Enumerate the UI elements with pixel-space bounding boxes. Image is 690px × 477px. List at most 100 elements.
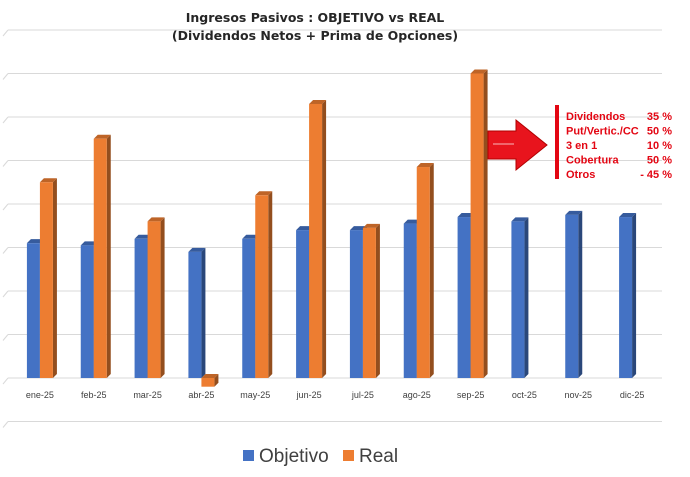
bar-side [214, 374, 219, 387]
bar-front [457, 217, 471, 378]
gridline-tick [2, 290, 9, 298]
bar-side [160, 217, 165, 378]
bar-side [268, 191, 273, 378]
gridlines [2, 29, 662, 428]
bar-real-abr-25 [201, 374, 219, 387]
bar-real-may-25 [255, 191, 273, 378]
gridline-tick [2, 73, 9, 80]
gridline-tick [2, 116, 9, 124]
bar-front [80, 245, 94, 378]
bar-top [255, 191, 273, 196]
bar-top [619, 213, 637, 218]
bar-front [470, 73, 484, 378]
x-tick-label: ago-25 [403, 390, 431, 400]
bar-real-ago-25 [416, 163, 434, 378]
x-tick-labels: ene-25 feb-25 mar-25 abr-25 may-25 jun-25 jul-… [26, 390, 644, 400]
annotation-value: 10 % [647, 140, 672, 152]
annotation-value: 35 % [647, 111, 672, 123]
bar-top [242, 234, 260, 239]
bar-objetivo-abr-25 [188, 247, 206, 378]
x-tick-label: ene-25 [26, 390, 54, 400]
x-tick-label: sep-25 [457, 390, 485, 400]
bar-front [188, 251, 202, 378]
annotation-bar [555, 105, 559, 179]
chart-subtitle: (Dividendos Netos + Prima de Opciones) [172, 28, 458, 43]
legend-label-objetivo: Objetivo [259, 446, 329, 467]
bar-top [403, 219, 421, 224]
bar-front [147, 221, 161, 378]
bar-top [26, 239, 44, 244]
gridline-tick [2, 421, 9, 428]
bar-side [524, 217, 529, 378]
gridline-tick [2, 29, 9, 37]
bar-real-mar-25 [147, 217, 165, 378]
bar-front [362, 227, 376, 378]
bar-front [511, 221, 525, 378]
bar-top [296, 226, 314, 231]
bar-objetivo-nov-25 [565, 210, 583, 378]
legend: Objetivo Real [243, 446, 398, 467]
legend-swatch-objetivo [243, 450, 254, 461]
bar-side [322, 99, 327, 378]
bar-front [296, 230, 310, 378]
bar-front [403, 223, 417, 378]
bar-top [147, 217, 165, 222]
bar-top [80, 241, 98, 246]
bar-front [134, 238, 148, 378]
red-arrow-icon [487, 118, 548, 172]
bar-side [578, 210, 583, 378]
bar-real-sep-25 [470, 69, 488, 378]
x-tick-label: jul-25 [351, 390, 374, 400]
bar-front [349, 230, 363, 378]
x-tick-label: mar-25 [133, 390, 162, 400]
bar-top [511, 217, 529, 222]
annotation-label: Dividendos [566, 111, 625, 123]
bar-side [106, 134, 111, 378]
bar-side [483, 69, 488, 378]
annotation-label: Cobertura [566, 155, 619, 167]
bar-top [362, 223, 380, 228]
legend-swatch-real [343, 450, 354, 461]
bar-top [349, 226, 367, 231]
chart-title: Ingresos Pasivos : OBJETIVO vs REAL [186, 10, 445, 25]
x-tick-label: oct-25 [512, 390, 537, 400]
x-tick-label: may-25 [240, 390, 270, 400]
bar-top [39, 178, 57, 183]
bar-real-ene-25 [39, 178, 57, 378]
bar-top [201, 374, 219, 378]
bar-side [632, 213, 637, 378]
bar-front [619, 217, 633, 378]
bar-front [26, 243, 40, 378]
gridline-tick [2, 247, 9, 254]
bar-real-jul-25 [362, 223, 380, 378]
gridline-tick [2, 160, 9, 167]
bar-top [457, 213, 475, 218]
bar-front [416, 167, 430, 378]
bar-front [39, 182, 53, 378]
bar-front [201, 378, 215, 387]
bar-objetivo-dic-25 [619, 213, 637, 378]
bar-side [375, 223, 380, 378]
gridline-tick [2, 377, 9, 385]
bar-real-feb-25 [93, 134, 111, 378]
bar-front [309, 103, 323, 378]
bar-real-jun-25 [309, 99, 327, 378]
bar-side [52, 178, 57, 378]
bar-side [429, 163, 434, 378]
gridline-tick [2, 203, 9, 211]
annotation-label: Put/Vertic./CC [566, 126, 639, 138]
bar-top [565, 210, 583, 215]
bar-side [201, 247, 206, 378]
bar-front [93, 138, 107, 378]
x-tick-label: nov-25 [564, 390, 592, 400]
bar-top [470, 69, 488, 74]
legend-label-real: Real [359, 446, 398, 467]
annotation-label: Otros [566, 169, 595, 181]
bar-objetivo-oct-25 [511, 217, 529, 378]
bar-top [93, 134, 111, 139]
annotation-value: 50 % [647, 155, 672, 167]
annotation-value: - 45 % [640, 169, 672, 181]
bar-top [188, 247, 206, 252]
annotation-box: Dividendos 35 % Put/Vertic./CC 50 % 3 en 1 10… [487, 105, 672, 181]
